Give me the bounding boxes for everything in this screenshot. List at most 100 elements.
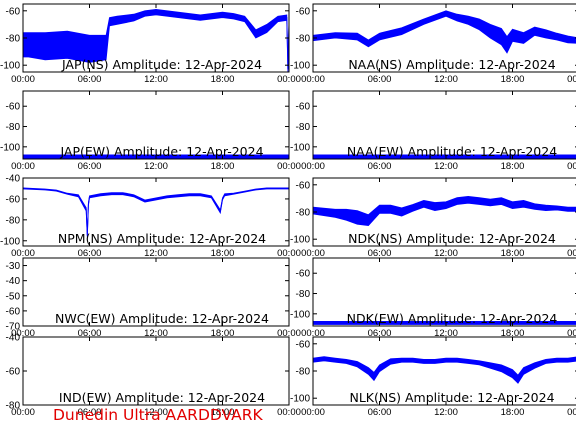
chart-title: NWC(EW) Amplitude: 12-Apr-2024 xyxy=(55,311,269,326)
y-tick-label: -60 xyxy=(6,102,21,113)
x-tick-label: 00:00 xyxy=(301,248,325,259)
y-tick-label: -50 xyxy=(6,291,21,302)
x-tick-label: 18:00 xyxy=(211,161,235,172)
x-tick-label: 12:00 xyxy=(434,161,458,172)
series-band xyxy=(23,8,289,72)
x-tick-label: 00:00 xyxy=(567,328,576,339)
y-tick-label: -80 xyxy=(296,34,311,45)
y-tick-label: -80 xyxy=(6,401,21,412)
y-tick-label: -60 xyxy=(6,194,21,205)
x-tick-label: 06:00 xyxy=(368,74,392,85)
chart-title: IND(EW) Amplitude: 12-Apr-2024 xyxy=(59,390,265,405)
x-tick-label: 00:00 xyxy=(11,407,35,418)
x-tick-label: 18:00 xyxy=(211,407,235,418)
y-tick-label: -100 xyxy=(290,309,310,320)
x-tick-label: 00:00 xyxy=(567,407,576,418)
x-tick-label: 00:00 xyxy=(277,74,301,85)
y-tick-label: -80 xyxy=(6,122,21,133)
y-tick-label: -100 xyxy=(0,61,20,72)
chart-title: NPM(NS) Amplitude: 12-Apr-2024 xyxy=(58,231,266,246)
x-tick-label: 00:00 xyxy=(567,74,576,85)
series-band xyxy=(313,195,576,227)
y-tick-label: -100 xyxy=(290,142,310,153)
y-tick-label: -100 xyxy=(0,142,20,153)
y-tick-label: -60 xyxy=(296,180,311,191)
y-tick-label: -100 xyxy=(290,394,310,405)
y-tick-label: -60 xyxy=(296,339,311,350)
chart-title: NDK(NS) Amplitude: 12-Apr-2024 xyxy=(348,231,556,246)
y-tick-label: -60 xyxy=(296,6,311,17)
x-tick-label: 18:00 xyxy=(501,407,525,418)
x-tick-label: 00:00 xyxy=(567,248,576,259)
chart-panel: -60 -80 -100 00:00 06:00 12:00 18:00 00:00 NAA(N… xyxy=(290,3,576,85)
x-tick-label: 12:00 xyxy=(144,161,168,172)
series-band xyxy=(313,10,576,54)
y-tick-label: -40 xyxy=(6,333,21,344)
x-tick-label: 12:00 xyxy=(434,248,458,259)
chart-title: NAA(EW) Amplitude: 12-Apr-2024 xyxy=(347,144,557,159)
chart-title: JAP(NS) Amplitude: 12-Apr-2024 xyxy=(61,57,262,72)
x-tick-label: 12:00 xyxy=(434,407,458,418)
chart-panel: -60 -80 -100 00:00 06:00 12:00 18:00 00:00 NDK(N… xyxy=(290,177,576,259)
chart-title: NAA(NS) Amplitude: 12-Apr-2024 xyxy=(348,57,555,72)
x-tick-label: 00:00 xyxy=(277,161,301,172)
y-tick-label: -80 xyxy=(6,34,21,45)
chart-panel: -60 -80 -100 00:00 06:00 12:00 18:00 00:00 NAA(E… xyxy=(290,90,576,172)
x-tick-label: 06:00 xyxy=(78,74,102,85)
x-tick-label: 00:00 xyxy=(301,407,325,418)
x-tick-label: 12:00 xyxy=(144,407,168,418)
y-tick-label: -80 xyxy=(296,208,311,219)
x-tick-label: 00:00 xyxy=(277,248,301,259)
y-tick-label: -30 xyxy=(6,261,21,272)
x-tick-label: 06:00 xyxy=(78,248,102,259)
x-tick-label: 00:00 xyxy=(11,74,35,85)
y-tick-label: -80 xyxy=(296,367,311,378)
x-tick-label: 00:00 xyxy=(11,161,35,172)
y-tick-label: -100 xyxy=(290,61,310,72)
x-tick-label: 18:00 xyxy=(501,74,525,85)
x-tick-label: 12:00 xyxy=(144,248,168,259)
x-tick-label: 00:00 xyxy=(301,74,325,85)
x-tick-label: 18:00 xyxy=(501,328,525,339)
y-tick-label: -70 xyxy=(6,322,21,333)
y-tick-label: -80 xyxy=(296,289,311,300)
chart-title: NLK(NS) Amplitude: 12-Apr-2024 xyxy=(349,390,554,405)
y-tick-label: -100 xyxy=(0,236,20,247)
x-tick-label: 12:00 xyxy=(434,74,458,85)
series-line xyxy=(23,11,289,70)
chart-panel: -60 -80 -100 00:00 06:00 12:00 18:00 00:00 JAP(E… xyxy=(0,90,301,172)
x-tick-label: 06:00 xyxy=(368,248,392,259)
chart-panel: -60 -80 -100 00:00 06:00 12:00 18:00 00:00 NDK(E… xyxy=(290,257,576,339)
chart-title: JAP(EW) Amplitude: 12-Apr-2024 xyxy=(59,144,263,159)
y-tick-label: -60 xyxy=(296,102,311,113)
x-tick-label: 12:00 xyxy=(434,328,458,339)
chart-panel: -60 -80 -100 00:00 06:00 12:00 18:00 00:00 JAP(N… xyxy=(0,3,301,85)
y-tick-label: -60 xyxy=(6,306,21,317)
y-tick-label: -100 xyxy=(290,235,310,246)
x-tick-label: 06:00 xyxy=(368,328,392,339)
y-tick-label: -40 xyxy=(6,174,21,185)
x-tick-label: 12:00 xyxy=(144,328,168,339)
x-tick-label: 00:00 xyxy=(11,248,35,259)
x-tick-label: 06:00 xyxy=(78,407,102,418)
series-band xyxy=(23,187,289,238)
x-tick-label: 00:00 xyxy=(301,161,325,172)
chart-title: NDK(EW) Amplitude: 12-Apr-2024 xyxy=(347,311,558,326)
x-tick-label: 12:00 xyxy=(144,74,168,85)
x-tick-label: 18:00 xyxy=(211,328,235,339)
x-tick-label: 00:00 xyxy=(301,328,325,339)
x-tick-label: 18:00 xyxy=(501,248,525,259)
x-tick-label: 06:00 xyxy=(78,328,102,339)
x-tick-label: 06:00 xyxy=(368,407,392,418)
y-tick-label: -60 xyxy=(6,6,21,17)
x-tick-label: 00:00 xyxy=(277,328,301,339)
x-tick-label: 18:00 xyxy=(211,74,235,85)
y-tick-label: -80 xyxy=(6,215,21,226)
y-tick-label: -60 xyxy=(6,367,21,378)
y-tick-label: -40 xyxy=(6,276,21,287)
series-band xyxy=(313,356,576,384)
chart-panel: -60 -80 -100 00:00 06:00 12:00 18:00 00:00 NLK(N… xyxy=(290,336,576,418)
series-line xyxy=(313,199,576,221)
